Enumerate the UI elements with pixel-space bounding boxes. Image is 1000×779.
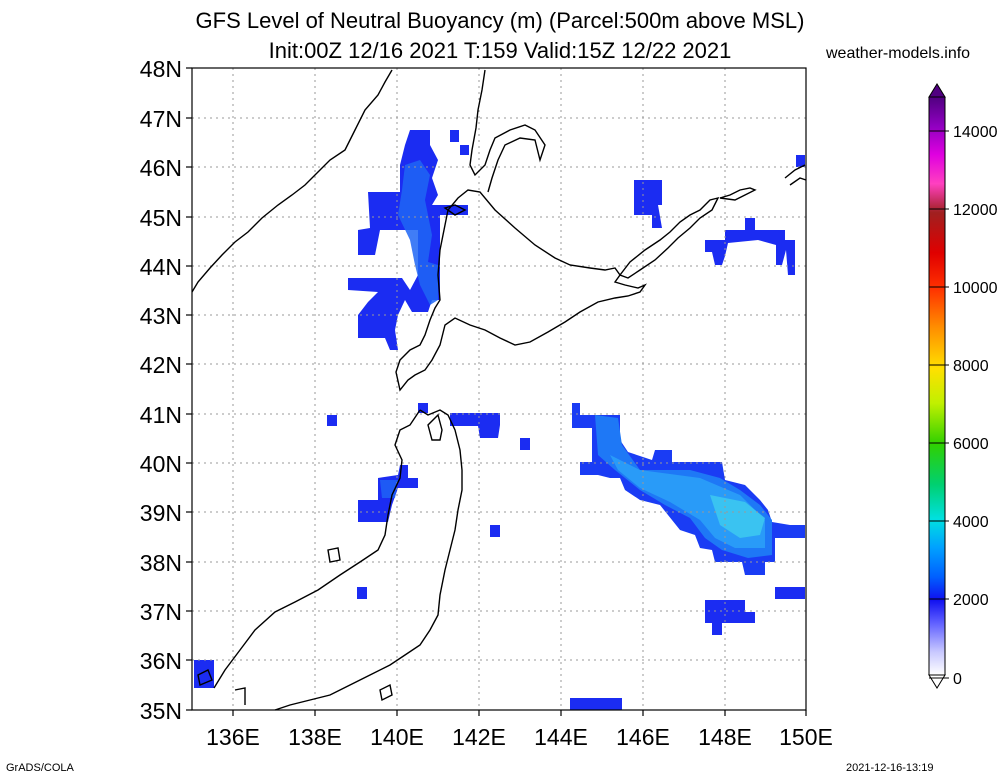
chart-subtitle: Init:00Z 12/16 2021 T:159 Valid:15Z 12/2… bbox=[268, 38, 732, 63]
lat-label: 44N bbox=[140, 254, 182, 280]
lnb-field bbox=[194, 130, 805, 710]
lat-label: 42N bbox=[140, 352, 182, 378]
colorbar: 0 2000 4000 6000 8000 10000 12000 14000 bbox=[928, 83, 998, 689]
lat-label: 39N bbox=[140, 500, 182, 526]
lon-label: 140E bbox=[370, 724, 424, 750]
colorbar-label: 10000 bbox=[953, 280, 998, 297]
longitude-labels: 136E 138E 140E 142E 144E 146E 148E 150E bbox=[206, 724, 833, 750]
colorbar-label: 0 bbox=[953, 671, 962, 688]
lon-label: 146E bbox=[616, 724, 670, 750]
lon-label: 144E bbox=[534, 724, 588, 750]
colorbar-label: 8000 bbox=[953, 358, 989, 375]
timestamp: 2021-12-16-13:19 bbox=[846, 762, 934, 774]
lat-label: 47N bbox=[140, 106, 182, 132]
credit-label: weather-models.info bbox=[826, 45, 971, 62]
colorbar-ramp bbox=[928, 96, 946, 676]
colorbar-label: 2000 bbox=[953, 592, 989, 609]
colorbar-bottom-arrow bbox=[928, 674, 946, 689]
lat-label: 35N bbox=[140, 698, 182, 724]
software-credit: GrADS/COLA bbox=[6, 762, 74, 774]
map-frame bbox=[191, 67, 807, 711]
lat-label: 46N bbox=[140, 155, 182, 181]
lat-label: 48N bbox=[140, 56, 182, 82]
lon-label: 136E bbox=[206, 724, 260, 750]
coastlines bbox=[191, 69, 807, 711]
colorbar-label: 14000 bbox=[953, 124, 998, 141]
lat-label: 36N bbox=[140, 648, 182, 674]
colorbar-top-arrow bbox=[928, 83, 946, 98]
lat-label: 41N bbox=[140, 402, 182, 428]
chart-title: GFS Level of Neutral Buoyancy (m) (Parce… bbox=[195, 8, 805, 33]
latitude-labels: 48N 47N 46N 45N 44N 43N 42N 41N 40N 39N … bbox=[140, 56, 182, 724]
lat-label: 40N bbox=[140, 451, 182, 477]
colorbar-label: 6000 bbox=[953, 436, 989, 453]
lat-label: 38N bbox=[140, 550, 182, 576]
lat-label: 45N bbox=[140, 205, 182, 231]
lon-label: 150E bbox=[779, 724, 833, 750]
lon-label: 142E bbox=[452, 724, 506, 750]
gridlines bbox=[192, 68, 806, 710]
colorbar-label: 4000 bbox=[953, 514, 989, 531]
axis-ticks bbox=[186, 67, 807, 716]
lon-label: 148E bbox=[698, 724, 752, 750]
colorbar-label: 12000 bbox=[953, 202, 998, 219]
lat-label: 37N bbox=[140, 599, 182, 625]
lat-label: 43N bbox=[140, 303, 182, 329]
lon-label: 138E bbox=[288, 724, 342, 750]
